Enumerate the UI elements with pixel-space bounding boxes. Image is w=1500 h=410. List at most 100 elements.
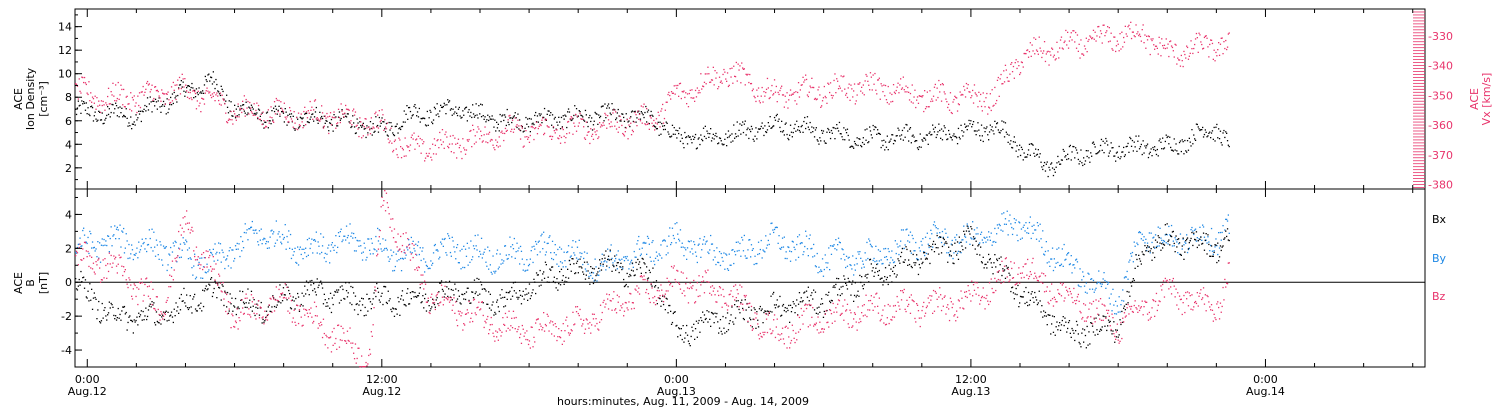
- by-point: [1050, 258, 1052, 260]
- vx-point: [131, 110, 133, 112]
- by-point: [871, 246, 873, 248]
- bx-point: [895, 276, 897, 278]
- bx-point: [349, 302, 351, 304]
- by-point: [119, 224, 121, 226]
- vx-point: [831, 97, 833, 99]
- ion-density-point: [177, 94, 179, 97]
- vx-point: [582, 118, 584, 120]
- vx-point: [1154, 45, 1157, 47]
- bx-point: [699, 331, 701, 333]
- ion-density-point: [422, 117, 424, 119]
- ion-density-point: [488, 116, 491, 118]
- vx-point: [778, 93, 780, 96]
- by-point: [597, 274, 599, 276]
- vx-point: [206, 87, 208, 89]
- bx-point: [421, 301, 423, 303]
- vx-point: [502, 132, 504, 134]
- by-point: [1130, 255, 1133, 257]
- by-point: [1094, 289, 1096, 291]
- bx-point: [158, 322, 160, 324]
- vx-point: [1046, 51, 1048, 53]
- ion-density-point: [660, 133, 662, 135]
- by-point: [966, 223, 968, 225]
- by-point: [1072, 264, 1074, 266]
- vx-point: [157, 90, 159, 93]
- ion-density-point: [762, 127, 764, 129]
- bx-point: [754, 308, 756, 311]
- bx-point: [870, 263, 872, 265]
- by-point: [861, 260, 864, 262]
- ion-density-point: [912, 134, 914, 136]
- vx-point: [501, 130, 503, 132]
- vx-point: [706, 73, 708, 75]
- by-point: [572, 240, 574, 242]
- by-point: [900, 240, 902, 242]
- by-point: [1186, 234, 1188, 236]
- by-point: [239, 255, 241, 258]
- by-point: [763, 250, 765, 252]
- by-point: [1022, 226, 1024, 228]
- vx-point: [757, 95, 759, 97]
- by-point: [467, 264, 469, 266]
- vx-point: [311, 106, 313, 108]
- bx-point: [932, 240, 935, 243]
- by-point: [1158, 245, 1160, 247]
- ion-density-point: [313, 120, 315, 122]
- vx-point: [657, 111, 659, 113]
- vx-point: [670, 98, 672, 100]
- ion-density-point: [760, 125, 762, 128]
- by-point: [985, 241, 987, 243]
- vx-point: [507, 119, 509, 121]
- ion-density-point: [1227, 144, 1229, 146]
- vx-point: [350, 120, 352, 122]
- ion-density-point: [256, 112, 258, 114]
- bx-point: [812, 298, 814, 300]
- bx-point: [815, 312, 817, 314]
- ion-density-point: [332, 130, 334, 132]
- by-point: [521, 258, 523, 260]
- vx-point: [560, 136, 563, 139]
- bx-point: [916, 259, 919, 261]
- ion-density-point: [240, 105, 242, 107]
- by-point: [712, 259, 714, 261]
- vx-point: [521, 127, 523, 129]
- bx-point: [1032, 297, 1034, 299]
- by-point: [378, 229, 380, 231]
- vx-point: [1155, 45, 1158, 47]
- by-point: [856, 263, 858, 265]
- bx-point: [750, 319, 752, 321]
- ion-density-point: [533, 123, 535, 126]
- by-point: [1051, 247, 1054, 249]
- vx-point: [750, 82, 753, 85]
- vx-point: [262, 111, 264, 113]
- vx-point: [1191, 48, 1193, 50]
- vx-point: [877, 79, 879, 81]
- by-point: [328, 244, 330, 246]
- by-point: [911, 234, 913, 237]
- ion-density-point: [502, 114, 504, 116]
- ion-density-point: [1154, 149, 1157, 152]
- ion-density-point: [1098, 151, 1100, 153]
- ion-density-point: [1140, 143, 1142, 146]
- vx-point: [1145, 47, 1147, 49]
- by-point: [554, 244, 556, 246]
- by-point: [829, 245, 832, 247]
- by-point: [400, 257, 402, 260]
- ion-density-point: [1160, 141, 1162, 143]
- ion-density-point: [895, 135, 897, 137]
- bx-point: [77, 285, 79, 287]
- ion-density-point: [1054, 171, 1056, 173]
- vx-point: [1172, 50, 1174, 52]
- vx-point: [667, 93, 669, 96]
- vx-point: [668, 91, 670, 94]
- bx-point: [598, 267, 600, 269]
- vx-point: [1221, 37, 1223, 39]
- ion-density-point: [989, 124, 991, 126]
- ion-density-point: [449, 109, 452, 111]
- bx-point: [355, 303, 357, 306]
- vx-point: [797, 82, 800, 84]
- vx-point: [447, 145, 449, 148]
- by-point: [1173, 245, 1175, 247]
- ion-density-point: [1059, 163, 1061, 165]
- by-point: [589, 272, 591, 274]
